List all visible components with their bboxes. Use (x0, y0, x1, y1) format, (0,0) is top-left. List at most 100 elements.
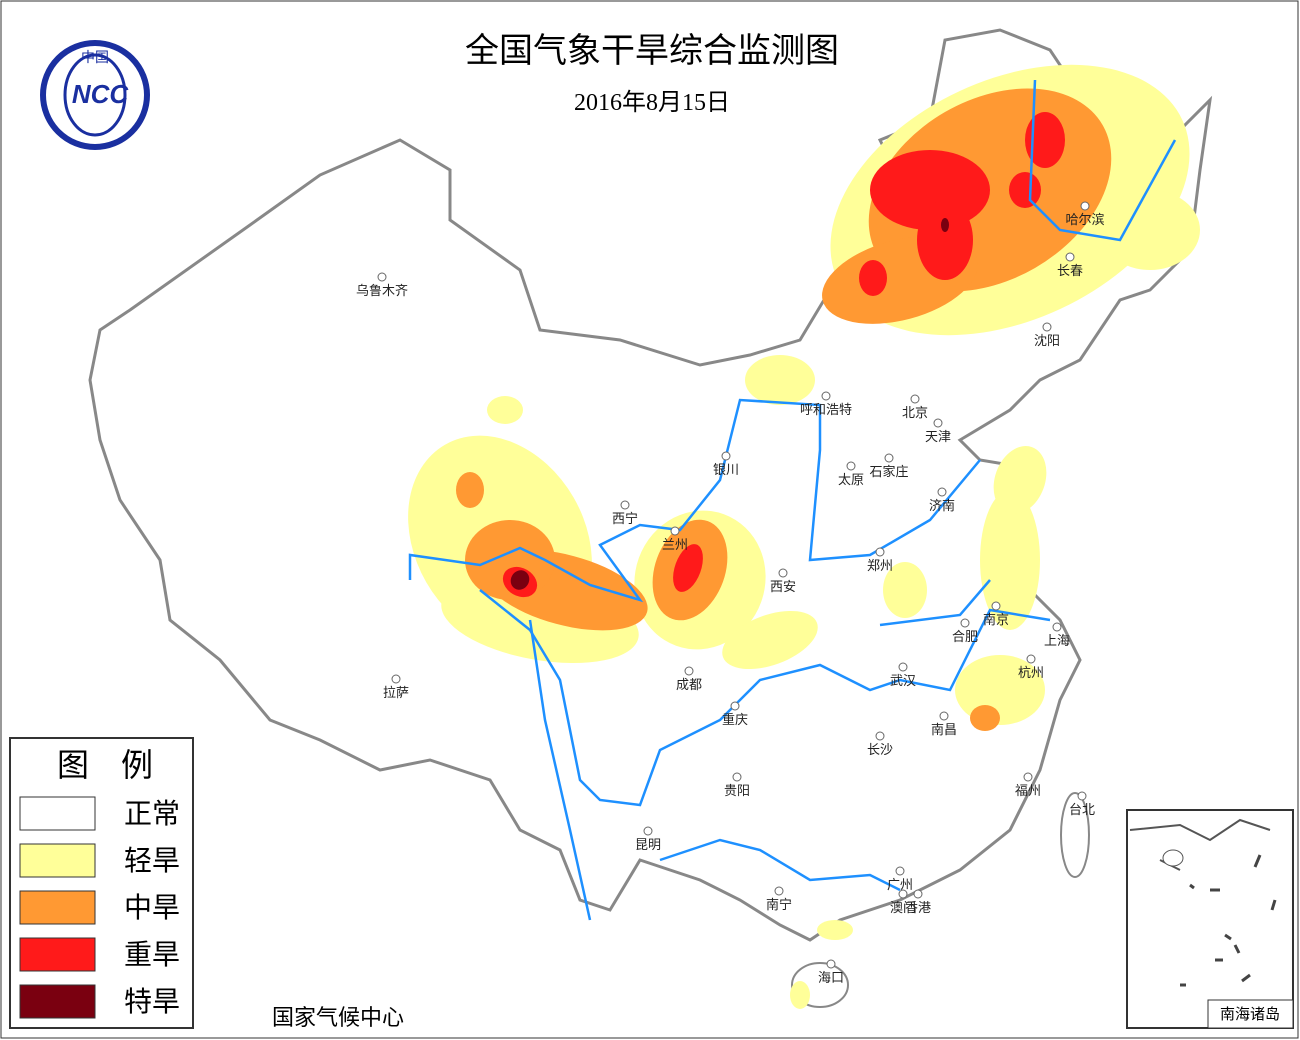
city-marker (898, 662, 908, 672)
taiwan (1060, 792, 1090, 878)
city-label: 兰州 (662, 537, 688, 552)
city-marker (391, 674, 401, 684)
songhua-river (1028, 79, 1177, 242)
drought-area (980, 490, 1040, 630)
drought-area (510, 570, 530, 590)
yangtze-river (479, 589, 1051, 807)
city-label: 西安 (770, 579, 796, 594)
drought-area (941, 218, 949, 232)
city-label: 香港 (905, 900, 931, 915)
inset-label-box (1207, 999, 1294, 1029)
logo: 中国 NCC (40, 40, 150, 150)
drought-area (817, 920, 853, 940)
drought-area (487, 396, 523, 424)
inset-island (1162, 849, 1184, 867)
city-label: 长沙 (867, 742, 893, 757)
city-marker (684, 666, 694, 676)
city-label: 成都 (676, 677, 702, 692)
logo-text: NCC (72, 79, 130, 109)
city-marker (1052, 622, 1062, 632)
drought-area (883, 562, 927, 618)
city-marker (875, 547, 885, 557)
inset: 南海诸岛 (1126, 809, 1294, 1029)
city-marker (960, 618, 970, 628)
city-label: 北京 (902, 405, 928, 420)
city-label: 西宁 (612, 511, 638, 526)
legend-box (9, 737, 194, 1029)
city-marker (884, 453, 894, 463)
city-label: 呼和浩特 (800, 402, 852, 417)
city-label: 乌鲁木齐 (356, 283, 408, 298)
city-marker (875, 731, 885, 741)
city-label: 长春 (1057, 263, 1083, 278)
city-marker (774, 886, 784, 896)
city-label: 昆明 (635, 837, 661, 852)
city-marker (939, 711, 949, 721)
city-marker (898, 889, 908, 899)
city-label: 杭州 (1018, 665, 1044, 680)
city-marker (732, 772, 742, 782)
city-marker (670, 526, 680, 536)
city-marker (643, 826, 653, 836)
city-marker (377, 272, 387, 282)
city-label: 南宁 (766, 897, 792, 912)
city-label: 石家庄 (869, 464, 908, 479)
city-label: 贵阳 (724, 783, 750, 798)
map-title: 全国气象干旱综合监测图 (465, 32, 839, 70)
city-marker (846, 461, 856, 471)
yellow-river (408, 398, 981, 603)
city-marker (991, 601, 1001, 611)
city-label: 沈阳 (1034, 333, 1060, 348)
drought-area (790, 981, 810, 1009)
drought-area (1025, 112, 1065, 168)
legend-swatch (19, 937, 96, 972)
legend-label: 重旱 (124, 939, 180, 971)
city-label: 天津 (925, 429, 951, 444)
city-marker (778, 568, 788, 578)
city-marker (910, 394, 920, 404)
city-label: 武汉 (890, 673, 916, 688)
lancang-river (528, 619, 592, 921)
city-marker (826, 959, 836, 969)
city-marker (933, 418, 943, 428)
city-marker (1077, 791, 1087, 801)
footer: 国家气候中心 (272, 1005, 404, 1030)
inset-label: 南海诸岛 (1220, 1006, 1280, 1023)
drought-area (456, 472, 484, 508)
city-marker (821, 391, 831, 401)
city-label: 太原 (838, 472, 864, 487)
city-label: 南昌 (931, 722, 957, 737)
pearl-river (659, 838, 901, 892)
drought-areas (408, 64, 1200, 1009)
legend-swatch (19, 984, 96, 1019)
city-label: 海口 (818, 970, 844, 985)
city-label: 澳门 (890, 900, 916, 915)
drought-area (722, 610, 818, 670)
logo-ring (40, 40, 150, 150)
inset-islands (1180, 854, 1277, 987)
city-marker (895, 866, 905, 876)
drought-area (1009, 172, 1041, 208)
drought-area (1100, 190, 1200, 270)
city-label: 济南 (929, 498, 955, 513)
legend-swatch (19, 843, 96, 878)
city-label: 上海 (1044, 633, 1070, 648)
huai-river (879, 579, 991, 627)
inset-box (1126, 809, 1294, 1029)
city-label: 广州 (887, 877, 913, 892)
city-marker (913, 889, 923, 899)
city-marker (730, 701, 740, 711)
legend-label: 正常 (124, 798, 180, 830)
city-marker (721, 451, 731, 461)
drought-area (673, 544, 703, 592)
city-marker (1080, 201, 1090, 211)
city-label: 合肥 (952, 629, 978, 644)
city-label: 拉萨 (383, 685, 409, 700)
city-label: 哈尔滨 (1065, 212, 1104, 227)
drought-area (859, 260, 887, 296)
drought-area (917, 200, 973, 280)
city-marker (1026, 654, 1036, 664)
